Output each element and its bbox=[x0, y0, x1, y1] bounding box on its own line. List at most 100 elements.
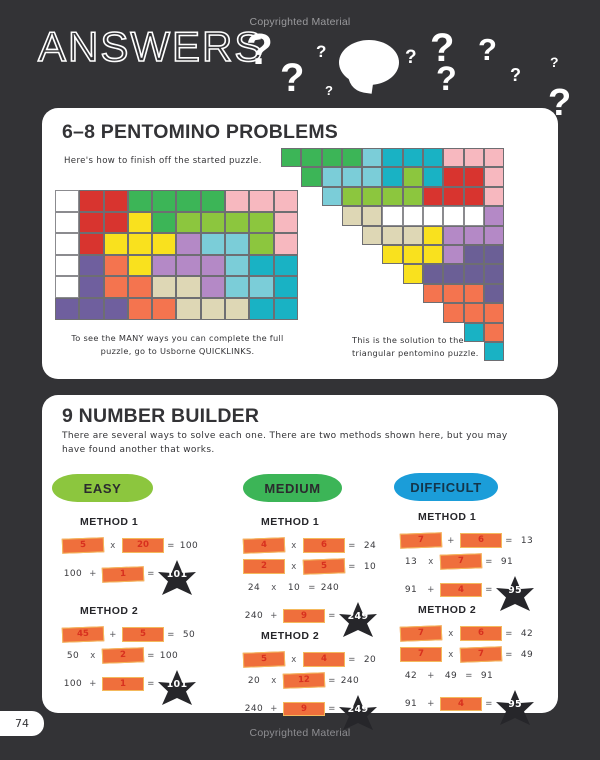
final-answer-value: 249 bbox=[347, 703, 369, 715]
grid-cell-empty bbox=[362, 303, 382, 322]
grid-cell-filled bbox=[79, 190, 104, 212]
grid-cell-empty bbox=[281, 264, 301, 283]
star-shape-icon bbox=[339, 602, 377, 637]
grid-cell-white bbox=[55, 254, 80, 277]
operator-symbol: + bbox=[447, 535, 455, 546]
grid-cell-filled bbox=[423, 264, 444, 284]
grid-cell-filled bbox=[463, 264, 484, 284]
page-title: ANSWERS bbox=[37, 23, 265, 70]
grid-cell-empty bbox=[342, 264, 362, 283]
number-value: 50 bbox=[66, 650, 80, 661]
grid-cell-white bbox=[423, 206, 444, 226]
answer-tile: 6 bbox=[460, 533, 502, 548]
grid-cell-empty bbox=[281, 303, 301, 322]
answer-tile: 5 bbox=[242, 651, 286, 668]
operator-symbol: + bbox=[89, 679, 97, 689]
grid-cell-filled bbox=[463, 186, 484, 207]
operator-symbol: + bbox=[89, 569, 97, 579]
grid-cell-white bbox=[55, 211, 80, 234]
method-heading: METHOD 1 bbox=[80, 516, 139, 528]
grid-cell-filled bbox=[463, 167, 484, 187]
method-heading: METHOD 1 bbox=[261, 516, 320, 528]
equals-symbol: = bbox=[505, 628, 513, 639]
grid-cell-filled bbox=[273, 211, 298, 234]
grid-cell-empty bbox=[322, 206, 342, 225]
number-value: 10 bbox=[363, 561, 377, 572]
grid-cell-empty bbox=[382, 284, 402, 303]
grid-cell-filled bbox=[321, 186, 342, 207]
grid-cell-filled bbox=[382, 148, 403, 168]
grid-cell-filled bbox=[176, 233, 201, 255]
grid-cell-white bbox=[55, 276, 80, 298]
grid-cell-filled bbox=[362, 167, 383, 187]
grid-cell-filled bbox=[423, 167, 444, 187]
grid-cell-empty bbox=[281, 245, 301, 264]
equals-symbol: = bbox=[167, 629, 175, 640]
grid-cell-white bbox=[402, 206, 424, 226]
equation-row: 91 +4 = 95 bbox=[400, 572, 534, 611]
number-value: 91 bbox=[480, 670, 494, 681]
grid-cell-filled bbox=[200, 211, 226, 234]
grid-cell-empty bbox=[281, 167, 301, 186]
grid-cell-filled bbox=[483, 303, 505, 323]
final-answer-value: 101 bbox=[166, 678, 188, 690]
grid-cell-empty bbox=[342, 226, 362, 245]
number-value: 49 bbox=[520, 649, 534, 660]
number-builder-title: 9 NUMBER BUILDER bbox=[62, 405, 260, 427]
copyright-watermark-top: Copyrighted Material bbox=[249, 16, 351, 28]
equation-row: 4 x 6 = 24 bbox=[242, 535, 381, 554]
number-value: 100 bbox=[63, 569, 83, 579]
operator-symbol: x bbox=[271, 675, 277, 686]
operator-symbol: + bbox=[109, 629, 117, 640]
grid-cell-filled bbox=[443, 283, 464, 304]
equation-row: 240 +9 = 249 bbox=[243, 598, 377, 637]
grid-cell-empty bbox=[342, 284, 362, 303]
grid-cell-filled bbox=[200, 190, 226, 212]
grid-cell-filled bbox=[176, 190, 201, 212]
answer-tile: 12 bbox=[282, 672, 326, 689]
grid-cell-filled bbox=[443, 167, 464, 187]
grid-cell-filled bbox=[402, 148, 424, 168]
answer-tile: 5 bbox=[61, 537, 105, 554]
grid-cell-filled bbox=[152, 211, 177, 234]
grid-cell-filled bbox=[152, 190, 177, 212]
grid-cell-white bbox=[55, 190, 80, 212]
grid-cell-empty bbox=[301, 323, 321, 342]
grid-cell-filled bbox=[249, 211, 274, 234]
grid-cell-filled bbox=[273, 190, 298, 212]
operator-symbol: + bbox=[427, 699, 435, 709]
final-answer-star: 249 bbox=[339, 691, 377, 730]
operator-symbol: + bbox=[427, 585, 435, 595]
grid-cell-filled bbox=[127, 276, 153, 298]
grid-cell-filled bbox=[483, 283, 505, 304]
grid-cell-filled bbox=[200, 276, 226, 298]
number-value: 100 bbox=[159, 650, 179, 661]
grid-cell-empty bbox=[301, 226, 321, 245]
answer-tile: 20 bbox=[122, 538, 164, 553]
grid-cell-empty bbox=[322, 226, 342, 245]
pentomino-caption-right: This is the solution to the triangular p… bbox=[352, 335, 479, 358]
grid-cell-filled bbox=[423, 244, 444, 265]
equation-row: 24 x 10 = 240 bbox=[243, 577, 341, 593]
answer-tile: 4 bbox=[440, 696, 482, 712]
number-value: 13 bbox=[404, 556, 418, 567]
number-value: 100 bbox=[63, 679, 83, 689]
answer-tile: 4 bbox=[303, 652, 345, 667]
grid-cell-filled bbox=[483, 186, 505, 207]
method-heading: METHOD 2 bbox=[418, 604, 477, 616]
grid-cell-filled bbox=[321, 148, 342, 168]
grid-cell-filled bbox=[423, 186, 444, 207]
grid-cell-filled bbox=[341, 186, 363, 207]
number-value: 91 bbox=[404, 585, 418, 595]
grid-cell-filled bbox=[483, 225, 505, 245]
equals-symbol: = bbox=[147, 569, 155, 579]
equation-row: 7 x 6 = 42 bbox=[399, 623, 538, 642]
grid-cell-filled bbox=[103, 254, 128, 277]
grid-cell-empty bbox=[281, 284, 301, 303]
grid-cell-white bbox=[55, 233, 80, 255]
answer-tile: 2 bbox=[101, 647, 145, 664]
grid-cell-filled bbox=[152, 233, 177, 255]
operator-symbol: x bbox=[291, 654, 297, 665]
grid-cell-filled bbox=[225, 254, 250, 277]
answer-tile: 45 bbox=[61, 626, 105, 643]
